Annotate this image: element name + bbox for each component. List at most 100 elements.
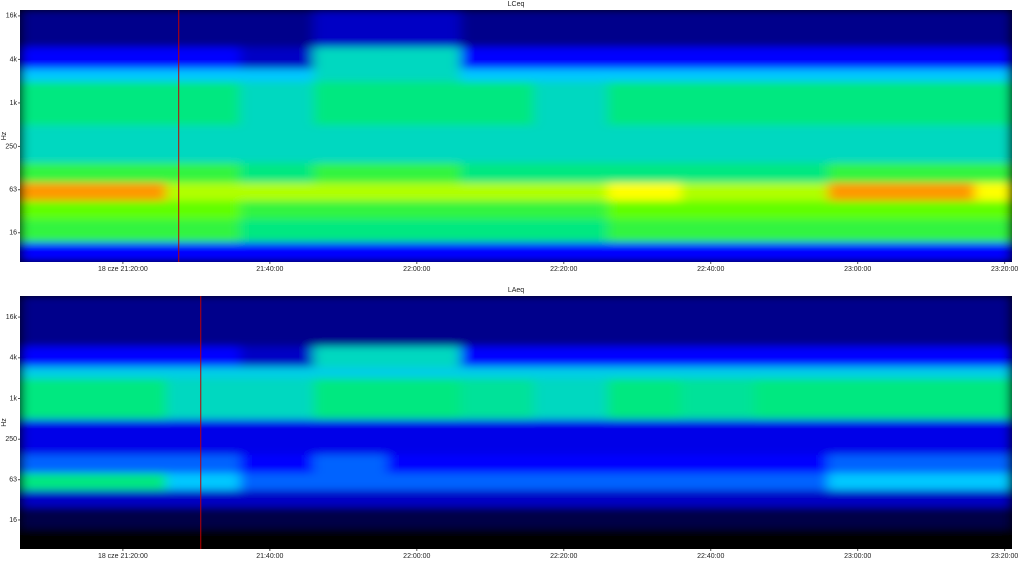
heatmap-cell: [239, 199, 315, 220]
heatmap-cell: [92, 489, 168, 508]
heatmap-cell: [533, 241, 609, 262]
heatmap-cell: [239, 181, 315, 201]
y-tick-label: 1k: [10, 395, 18, 402]
heatmap-cell: [827, 489, 903, 508]
x-tick-label: 23:00:00: [844, 266, 871, 273]
heatmap-cell: [974, 489, 1012, 508]
heatmap-cell: [239, 161, 315, 183]
heatmap-cell: [901, 161, 976, 183]
heatmap-cell: [239, 67, 315, 82]
heatmap-cell: [386, 296, 462, 347]
heatmap-cell: [386, 10, 462, 48]
heatmap-cell: [313, 365, 388, 379]
x-tick-label: 18 cze 21:20:00: [98, 266, 148, 273]
heatmap-cell: [901, 218, 976, 243]
heatmap-cell: [92, 199, 168, 220]
heatmap-cell: [460, 124, 535, 163]
heatmap-cell: [460, 241, 535, 262]
heatmap-cell: [754, 345, 829, 367]
heatmap-cell: [974, 418, 1012, 455]
heatmap-cell: [754, 46, 829, 69]
heatmap-cell: [901, 472, 976, 491]
heatmap-cell: [166, 218, 241, 243]
heatmap-cell: [974, 472, 1012, 491]
heatmap-cell: [901, 80, 976, 126]
x-tick-label: 23:00:00: [844, 553, 871, 560]
heatmap-cell: [754, 218, 829, 243]
heatmap-cell: [386, 67, 462, 82]
heatmap-cell: [239, 10, 315, 48]
heatmap-cell: [754, 472, 829, 491]
heatmap-cell: [166, 527, 241, 549]
y-tick-label: 4k: [10, 56, 18, 63]
heatmap-cell: [166, 296, 241, 347]
heatmap-cell: [313, 199, 388, 220]
heatmap-cell: [386, 345, 462, 367]
heatmap-cell: [20, 489, 94, 508]
heatmap-cell: [754, 527, 829, 549]
heatmap-cell: [680, 181, 756, 201]
heatmap-cell: [20, 345, 94, 367]
heatmap-cell: [460, 10, 535, 48]
heatmap-cell: [901, 67, 976, 82]
heatmap-cell: [386, 489, 462, 508]
heatmap-cell: [827, 527, 903, 549]
heatmap-cell: [313, 377, 388, 420]
heatmap-cell: [901, 181, 976, 201]
heatmap-cell: [386, 181, 462, 201]
heatmap-cell: [901, 46, 976, 69]
heatmap-cell: [166, 124, 241, 163]
heatmap-cell: [607, 80, 682, 126]
heatmap-cell: [386, 46, 462, 69]
heatmap-cell: [533, 67, 609, 82]
heatmap-cell: [827, 80, 903, 126]
heatmap-cell: [974, 506, 1012, 529]
heatmap-cell: [680, 80, 756, 126]
heatmap-cell: [607, 489, 682, 508]
y-tick-label: 63: [9, 187, 17, 194]
heatmap-cell: [974, 67, 1012, 82]
heatmap-cell: [974, 527, 1012, 549]
x-tick-label: 21:40:00: [256, 266, 283, 273]
heatmap-cell: [239, 527, 315, 549]
heatmap-cell: [20, 472, 94, 491]
heatmap-cell: [166, 181, 241, 201]
heatmap-cell: [20, 527, 94, 549]
heatmap-cell: [680, 345, 756, 367]
y-tick-label: 16k: [6, 13, 18, 20]
heatmap-cell: [460, 472, 535, 491]
heatmap-cell: [533, 418, 609, 455]
heatmap-cell: [166, 199, 241, 220]
heatmap-cell: [974, 345, 1012, 367]
heatmap-cell: [239, 124, 315, 163]
heatmap-cell: [827, 67, 903, 82]
y-axis-label: Hz: [1, 131, 8, 140]
heatmap-cell: [680, 365, 756, 379]
heatmap-cell: [974, 80, 1012, 126]
heatmap-cell: [460, 418, 535, 455]
heatmap-cell: [460, 296, 535, 347]
heatmap-cell: [533, 181, 609, 201]
x-tick-label: 21:40:00: [256, 553, 283, 560]
heatmap-cell: [313, 345, 388, 367]
heatmap-cell: [313, 296, 388, 347]
heatmap-cell: [607, 472, 682, 491]
heatmap-cell: [313, 218, 388, 243]
heatmap-cell: [680, 489, 756, 508]
heatmap-cell: [974, 377, 1012, 420]
heatmap-cell: [386, 418, 462, 455]
heatmap-cell: [460, 527, 535, 549]
heatmap-cell: [754, 67, 829, 82]
heatmap-cell: [827, 161, 903, 183]
heatmap-cell: [901, 453, 976, 474]
heatmap-cell: [827, 218, 903, 243]
heatmap-cell: [460, 46, 535, 69]
heatmap-cell: [827, 241, 903, 262]
heatmap-cell: [166, 80, 241, 126]
heatmap-cell: [166, 472, 241, 491]
heatmap-cell: [239, 80, 315, 126]
heatmap-cells: [20, 296, 1012, 549]
heatmap-cell: [974, 46, 1012, 69]
heatmap-cell: [460, 199, 535, 220]
